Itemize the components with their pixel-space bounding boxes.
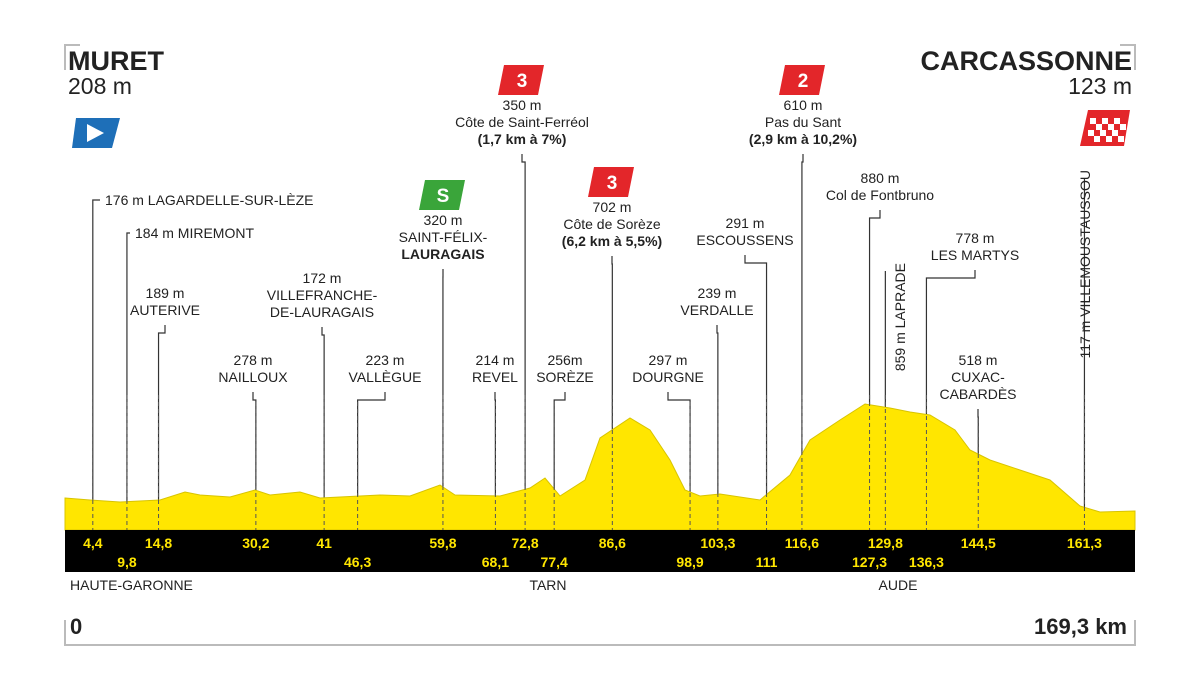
km-marker: 127,3 bbox=[852, 554, 887, 570]
finish-altitude: 123 m bbox=[1068, 73, 1132, 99]
km-marker: 129,8 bbox=[868, 535, 903, 551]
frame bbox=[64, 44, 1136, 646]
km-marker: 30,2 bbox=[242, 535, 269, 551]
waypoint-label: 297 m bbox=[649, 352, 688, 368]
waypoint-label: NAILLOUX bbox=[218, 369, 288, 385]
waypoint-label: 184 m MIREMONT bbox=[135, 225, 254, 241]
waypoint-label: 172 m bbox=[303, 270, 342, 286]
dashes bbox=[92, 395, 1085, 530]
region: HAUTE-GARONNE bbox=[70, 577, 193, 593]
waypoint-label: SORÈZE bbox=[536, 369, 594, 385]
km-marker: 41 bbox=[316, 535, 332, 551]
leader bbox=[868, 210, 881, 530]
waypoint-label: 880 m bbox=[861, 170, 900, 186]
waypoint-label: DE-LAURAGAIS bbox=[270, 304, 374, 320]
km-band bbox=[65, 530, 1135, 572]
km-marker: 111 bbox=[756, 554, 778, 570]
waypoint-label: 278 m bbox=[234, 352, 273, 368]
waypoint-label: VERDALLE bbox=[680, 302, 753, 318]
waypoint-label: CABARDÈS bbox=[939, 386, 1016, 402]
waypoint-label: (2,9 km à 10,2%) bbox=[749, 131, 857, 147]
leader bbox=[521, 154, 526, 530]
waypoint-label: REVEL bbox=[472, 369, 518, 385]
waypoint-label: 214 m bbox=[476, 352, 515, 368]
finish-icon bbox=[1080, 110, 1130, 146]
leader bbox=[801, 154, 804, 530]
waypoint-label: AUTERIVE bbox=[130, 302, 200, 318]
category-flag bbox=[419, 180, 465, 210]
waypoint-label: (6,2 km à 5,5%) bbox=[562, 233, 662, 249]
waypoint-label: LES MARTYS bbox=[931, 247, 1019, 263]
region: TARN bbox=[529, 577, 566, 593]
category-label: 2 bbox=[798, 71, 809, 92]
waypoint-label: 223 m bbox=[366, 352, 405, 368]
category-flag bbox=[588, 167, 634, 197]
km-marker: 72,8 bbox=[511, 535, 538, 551]
km-marker: 136,3 bbox=[909, 554, 944, 570]
waypoint-label: 256m bbox=[547, 352, 582, 368]
waypoint-label: 239 m bbox=[698, 285, 737, 301]
km-marker: 77,4 bbox=[541, 554, 568, 570]
category-label: 3 bbox=[517, 71, 528, 92]
distance-start: 0 bbox=[70, 614, 82, 639]
waypoint-label: 610 m bbox=[784, 97, 823, 113]
category-flag bbox=[498, 65, 544, 95]
waypoint-label: 320 m bbox=[424, 212, 463, 228]
leader bbox=[744, 255, 768, 530]
waypoint-label: 117 m VILLEMOUSTAUSSOU bbox=[1077, 170, 1093, 359]
waypoint-label: 176 m LAGARDELLE-SUR-LÈZE bbox=[105, 192, 314, 208]
waypoint-label: VALLÈGUE bbox=[349, 369, 422, 385]
category-label: 3 bbox=[607, 173, 618, 194]
km-marker: 46,3 bbox=[344, 554, 371, 570]
waypoint-label: SAINT-FÉLIX- bbox=[399, 229, 488, 245]
start-altitude: 208 m bbox=[68, 73, 132, 99]
waypoint-label: VILLEFRANCHE- bbox=[267, 287, 378, 303]
waypoint-label: 350 m bbox=[503, 97, 542, 113]
waypoint-label: LAURAGAIS bbox=[401, 246, 484, 262]
km-marker: 161,3 bbox=[1067, 535, 1102, 551]
waypoint-label: Côte de Sorèze bbox=[563, 216, 660, 232]
waypoint-label: ESCOUSSENS bbox=[696, 232, 793, 248]
km-marker: 144,5 bbox=[961, 535, 996, 551]
waypoint-label: CUXAC- bbox=[951, 369, 1005, 385]
waypoint-label: 518 m bbox=[959, 352, 998, 368]
km-marker: 103,3 bbox=[700, 535, 735, 551]
waypoint-label: 189 m bbox=[146, 285, 185, 301]
elevation-profile bbox=[64, 403, 1136, 531]
waypoint-label: (1,7 km à 7%) bbox=[478, 131, 567, 147]
km-marker: 14,8 bbox=[145, 535, 172, 551]
km-marker: 98,9 bbox=[676, 554, 703, 570]
km-marker: 86,6 bbox=[599, 535, 626, 551]
region: AUDE bbox=[879, 577, 918, 593]
waypoint-label: 778 m bbox=[956, 230, 995, 246]
leader bbox=[126, 232, 130, 530]
waypoint-label: DOURGNE bbox=[632, 369, 704, 385]
waypoint-label: Côte de Saint-Ferréol bbox=[455, 114, 589, 130]
leader bbox=[92, 199, 100, 530]
finish-name: CARCASSONNE bbox=[920, 46, 1132, 76]
waypoint-label: Pas du Sant bbox=[765, 114, 841, 130]
distance-end: 169,3 km bbox=[1034, 614, 1127, 639]
km-marker: 9,8 bbox=[117, 554, 137, 570]
km-marker: 59,8 bbox=[429, 535, 456, 551]
waypoint-label: 859 m LAPRADE bbox=[892, 263, 908, 371]
category-flag bbox=[779, 65, 825, 95]
start-arrow bbox=[87, 124, 104, 142]
category-label: S bbox=[437, 186, 450, 207]
start-name: MURET bbox=[68, 46, 164, 76]
waypoint-label: Col de Fontbruno bbox=[826, 187, 934, 203]
waypoint-label: 702 m bbox=[593, 199, 632, 215]
km-marker: 4,4 bbox=[83, 535, 103, 551]
km-marker: 68,1 bbox=[482, 554, 509, 570]
km-marker: 116,6 bbox=[785, 535, 819, 551]
waypoint-label: 291 m bbox=[726, 215, 765, 231]
